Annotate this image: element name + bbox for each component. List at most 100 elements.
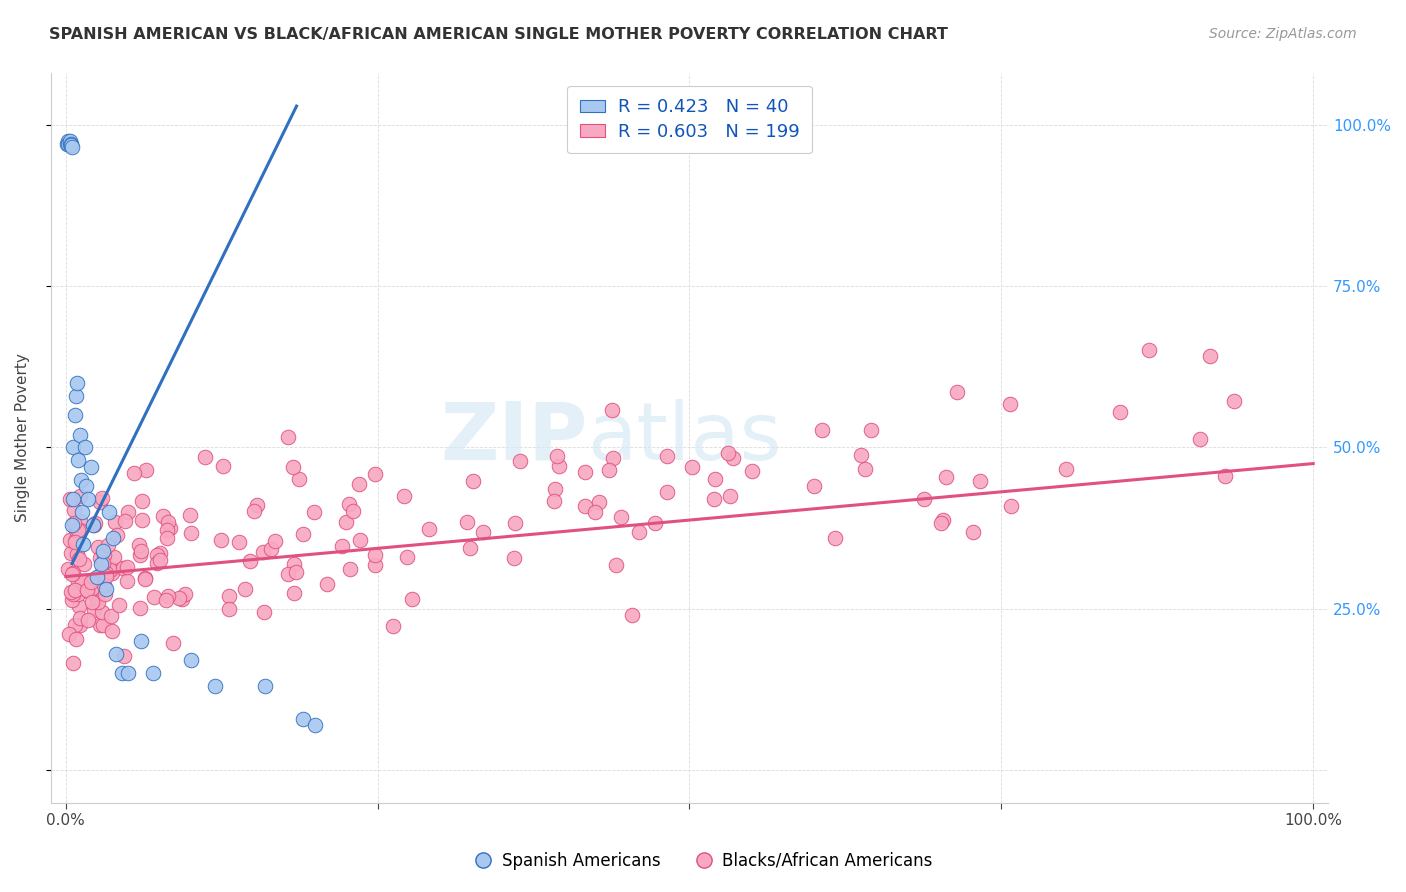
- Point: [503, 551, 526, 566]
- Point: [574, 465, 596, 479]
- Point: [89, 618, 111, 632]
- Point: [281, 460, 304, 475]
- Point: [335, 515, 357, 529]
- Point: [60, 546, 83, 560]
- Point: [860, 423, 883, 437]
- Point: [56, 562, 79, 576]
- Point: [463, 474, 485, 488]
- Point: [131, 513, 153, 527]
- Point: [605, 558, 627, 572]
- Point: [912, 491, 935, 506]
- Point: [91, 543, 114, 558]
- Point: [548, 458, 571, 473]
- Point: [395, 549, 418, 564]
- Point: [471, 524, 494, 539]
- Point: [363, 548, 385, 562]
- Point: [62, 587, 84, 601]
- Point: [339, 562, 361, 576]
- Point: [142, 666, 165, 681]
- Point: [58, 136, 80, 151]
- Point: [103, 550, 125, 565]
- Point: [283, 557, 305, 571]
- Point: [111, 666, 134, 681]
- Point: [342, 504, 364, 518]
- Point: [209, 533, 232, 547]
- Point: [94, 566, 117, 580]
- Point: [180, 526, 202, 541]
- Point: [58, 134, 80, 148]
- Point: [162, 636, 184, 650]
- Point: [703, 491, 725, 506]
- Point: [62, 492, 84, 507]
- Point: [211, 458, 233, 473]
- Point: [101, 562, 124, 576]
- Point: [77, 584, 100, 599]
- Point: [105, 528, 128, 542]
- Point: [62, 657, 84, 671]
- Point: [681, 460, 703, 475]
- Point: [246, 498, 269, 512]
- Y-axis label: Single Mother Poverty: Single Mother Poverty: [15, 353, 30, 522]
- Point: [59, 533, 82, 548]
- Point: [69, 473, 91, 487]
- Point: [239, 554, 262, 568]
- Point: [254, 679, 277, 693]
- Text: atlas: atlas: [588, 399, 782, 476]
- Point: [76, 583, 98, 598]
- Point: [117, 505, 139, 519]
- Point: [179, 508, 201, 522]
- Point: [157, 589, 180, 603]
- Point: [969, 475, 991, 489]
- Point: [304, 505, 326, 519]
- Point: [94, 582, 117, 597]
- Point: [146, 556, 169, 570]
- Point: [69, 618, 91, 632]
- Point: [610, 510, 633, 524]
- Point: [60, 517, 83, 532]
- Point: [112, 649, 135, 664]
- Point: [70, 574, 93, 588]
- Point: [1000, 397, 1022, 411]
- Point: [128, 538, 150, 552]
- Point: [204, 679, 226, 693]
- Point: [63, 516, 86, 530]
- Legend: R = 0.423   N = 40, R = 0.603   N = 199: R = 0.423 N = 40, R = 0.603 N = 199: [567, 86, 811, 153]
- Point: [104, 647, 127, 661]
- Point: [167, 591, 190, 606]
- Point: [156, 523, 179, 537]
- Point: [935, 469, 957, 483]
- Point: [98, 505, 121, 519]
- Point: [156, 531, 179, 545]
- Point: [598, 463, 620, 477]
- Point: [349, 533, 371, 547]
- Point: [149, 552, 172, 566]
- Point: [543, 493, 565, 508]
- Point: [149, 546, 172, 560]
- Point: [704, 472, 727, 486]
- Point: [67, 523, 90, 537]
- Point: [135, 463, 157, 477]
- Point: [810, 423, 832, 437]
- Point: [283, 586, 305, 600]
- Point: [67, 575, 90, 590]
- Point: [103, 531, 125, 545]
- Point: [67, 599, 90, 613]
- Point: [83, 518, 105, 533]
- Point: [63, 584, 86, 599]
- Point: [111, 560, 134, 574]
- Point: [98, 563, 121, 577]
- Point: [233, 582, 256, 597]
- Point: [129, 634, 152, 648]
- Point: [89, 495, 111, 509]
- Point: [304, 718, 326, 732]
- Point: [194, 450, 217, 464]
- Point: [851, 448, 873, 462]
- Point: [83, 572, 105, 586]
- Point: [392, 489, 415, 503]
- Point: [84, 516, 107, 530]
- Point: [90, 557, 112, 571]
- Point: [717, 446, 740, 460]
- Point: [803, 479, 825, 493]
- Point: [67, 552, 90, 566]
- Point: [86, 591, 108, 605]
